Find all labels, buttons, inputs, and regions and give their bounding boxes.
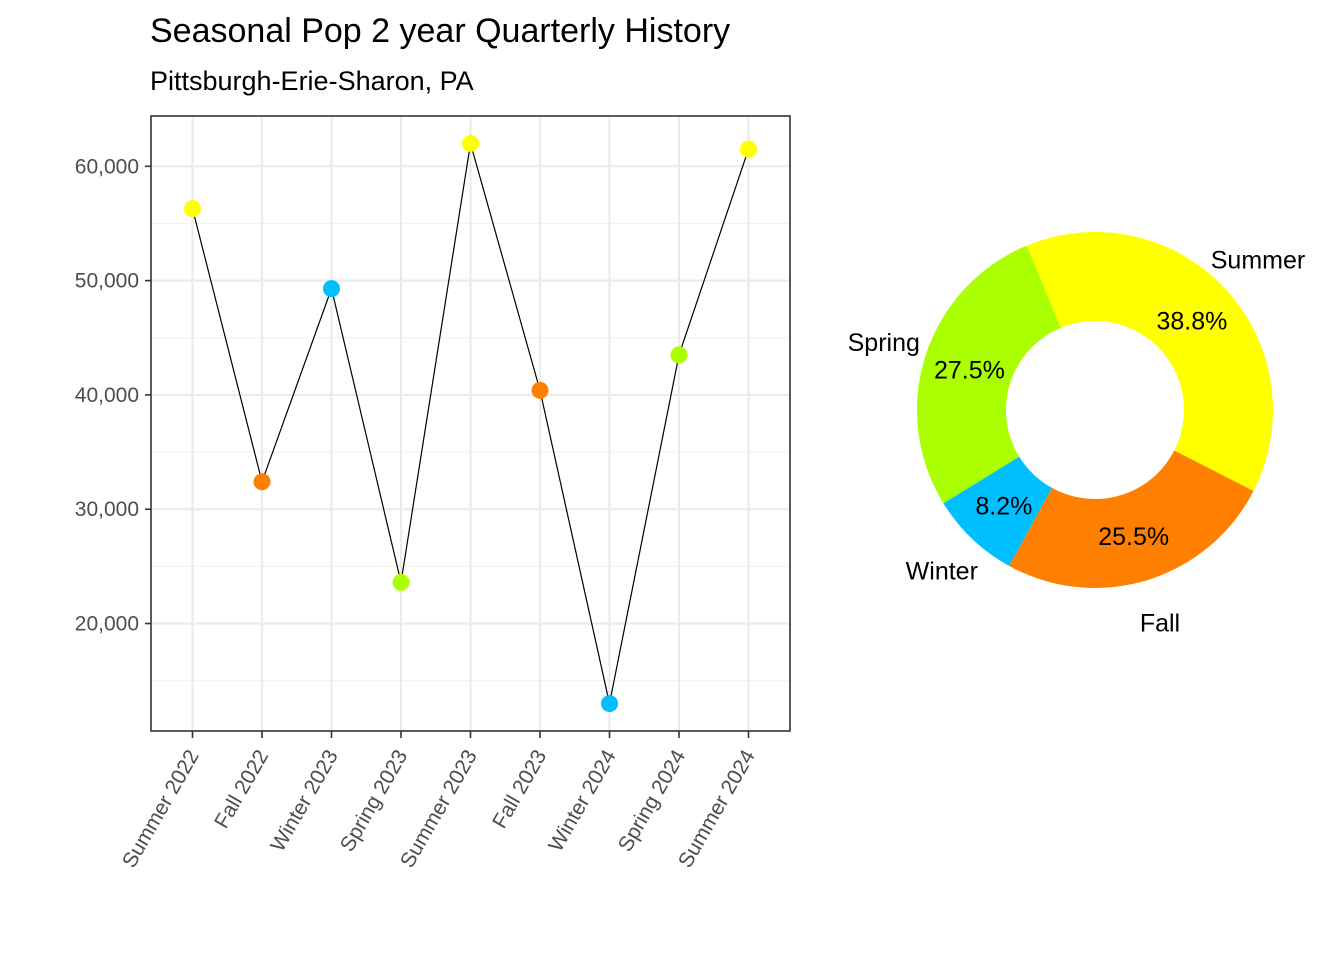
slice-percent-label: 8.2% bbox=[975, 493, 1032, 521]
y-tick-label: 40,000 bbox=[75, 384, 139, 407]
donut-slice bbox=[917, 245, 1061, 504]
chart-subtitle: Pittsburgh-Erie-Sharon, PA bbox=[150, 66, 474, 96]
donut-chart: 38.8% Summer 25.5% Fall 8.2% Winter 27.5% Sprin… bbox=[848, 231, 1305, 637]
y-tick-label: 60,000 bbox=[75, 155, 139, 178]
slice-percent-label: 27.5% bbox=[934, 356, 1005, 384]
x-tick-label: Fall 2022 bbox=[210, 746, 273, 832]
data-point bbox=[184, 200, 201, 218]
x-tick-label: Summer 2023 bbox=[396, 746, 482, 872]
slice-category-label: Fall bbox=[1140, 609, 1180, 637]
x-tick-label: Winter 2023 bbox=[266, 746, 343, 856]
donut-slice bbox=[943, 456, 1053, 566]
data-point bbox=[531, 381, 549, 399]
y-tick-label: 20,000 bbox=[75, 613, 139, 636]
x-tick-label: Winter 2024 bbox=[544, 746, 621, 856]
x-tick-label: Summer 2024 bbox=[674, 746, 760, 872]
x-tick-label: Spring 2024 bbox=[614, 746, 691, 856]
slice-percent-label: 25.5% bbox=[1098, 523, 1169, 551]
donut-slice bbox=[1009, 450, 1254, 589]
data-point bbox=[253, 473, 271, 491]
data-point bbox=[323, 280, 340, 298]
line-chart: 20,000 30,000 40,000 50,000 60,000 Summer 202… bbox=[75, 115, 791, 872]
slice-percent-label: 38.8% bbox=[1156, 307, 1227, 335]
data-point bbox=[601, 695, 618, 713]
x-tick-label: Fall 2023 bbox=[488, 746, 551, 832]
y-tick-label: 30,000 bbox=[75, 498, 139, 521]
slice-category-label: Winter bbox=[906, 558, 978, 586]
data-point bbox=[462, 134, 479, 152]
data-point bbox=[392, 573, 410, 591]
chart-title: Seasonal Pop 2 year Quarterly History bbox=[150, 12, 731, 50]
x-tick-label: Summer 2022 bbox=[118, 746, 204, 872]
y-tick-label: 50,000 bbox=[75, 270, 139, 293]
x-tick-label: Spring 2023 bbox=[336, 746, 413, 856]
data-point bbox=[740, 140, 757, 158]
slice-category-label: Summer bbox=[1211, 246, 1305, 274]
slice-category-label: Spring bbox=[848, 329, 920, 357]
donut-slice bbox=[1026, 231, 1274, 492]
data-point bbox=[670, 346, 688, 364]
